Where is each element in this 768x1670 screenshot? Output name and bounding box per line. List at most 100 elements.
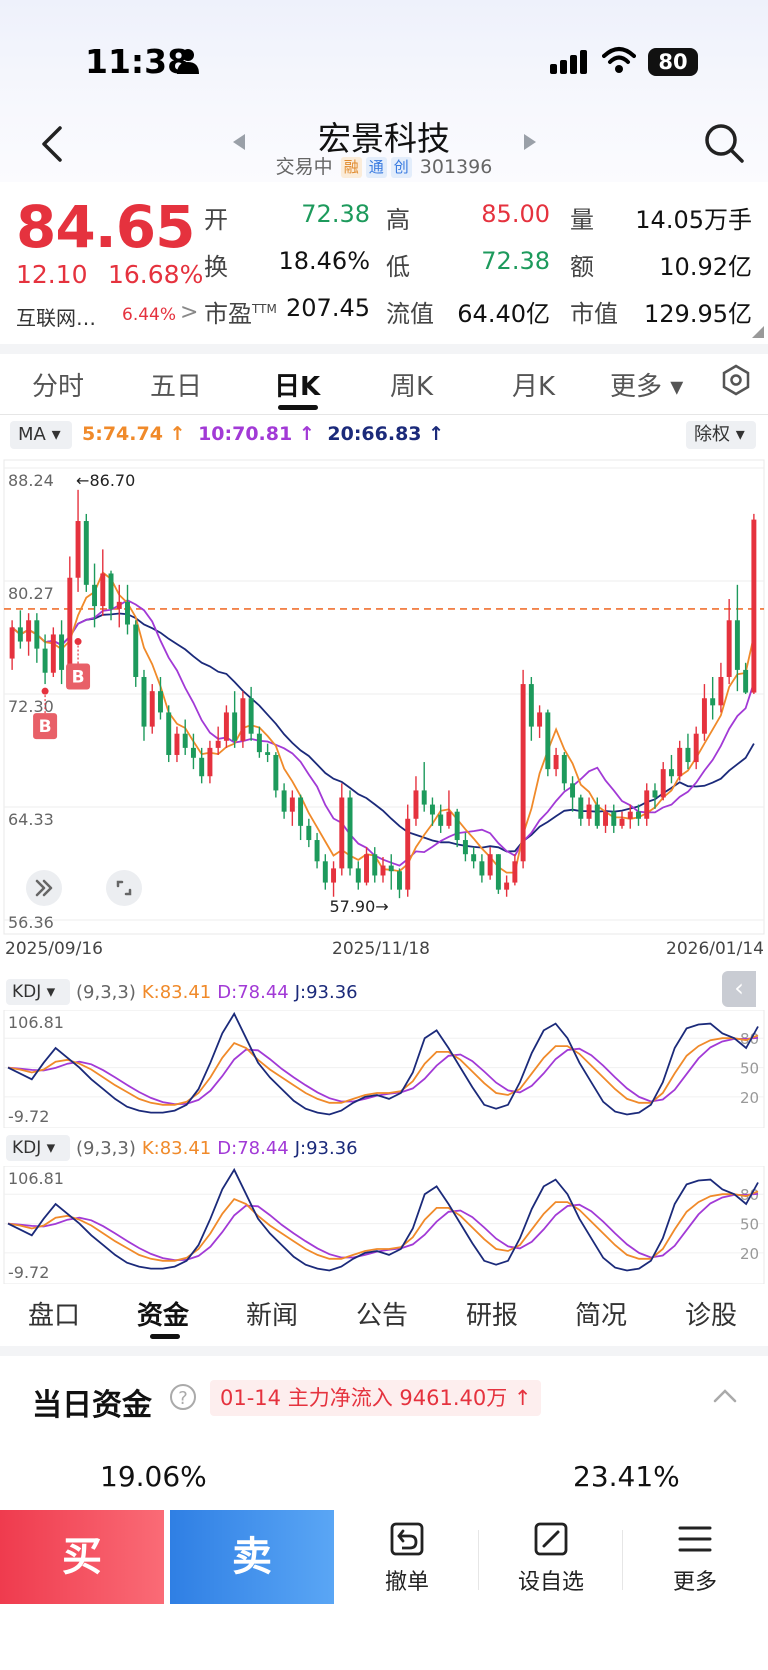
period-tab[interactable]: 分时: [32, 372, 85, 402]
fund-stat-left: 19.06%: [100, 1460, 207, 1493]
kdj-k-line: [7, 1190, 759, 1262]
period-tab[interactable]: 更多 ▾: [610, 372, 684, 402]
candle-body: [17, 627, 23, 642]
expand-corner-icon[interactable]: [752, 326, 764, 338]
ma10-value: 10:70.81 ↑: [198, 423, 315, 445]
kdj-j-line: [7, 1011, 759, 1116]
edit-icon: [534, 1522, 568, 1556]
next-stock-arrow-icon[interactable]: [522, 132, 538, 152]
detail-tab[interactable]: 研报: [466, 1301, 519, 1331]
active-tab-indicator: [150, 1334, 180, 1339]
candle-body: [116, 601, 122, 609]
sector-name[interactable]: 互联网…: [16, 306, 96, 330]
candle-body: [743, 669, 749, 693]
detail-tab[interactable]: 资金: [137, 1301, 190, 1331]
quote-label-text: 流值: [386, 300, 434, 328]
kdj-y-top: 106.81: [8, 1169, 64, 1188]
sell-button[interactable]: 卖: [170, 1510, 334, 1604]
candle-body: [281, 790, 287, 812]
kdj-frame: [3, 1166, 765, 1284]
candle-body: [495, 854, 501, 890]
candle-body: [199, 757, 205, 777]
period-tab[interactable]: 五日: [150, 372, 203, 402]
search-icon[interactable]: [703, 122, 745, 164]
back-button[interactable]: [36, 124, 70, 164]
chevron-up-icon[interactable]: [712, 1388, 738, 1404]
ma20-value: 20:66.83 ↑: [327, 423, 445, 445]
kdj-indicator-select[interactable]: KDJ ▾: [6, 1135, 70, 1161]
candle-body: [50, 634, 56, 673]
x-axis-label-start: 2025/09/16: [5, 939, 103, 959]
candle-body: [438, 814, 444, 826]
period-tab[interactable]: 月K: [512, 372, 556, 402]
buy-button[interactable]: 买: [0, 1510, 164, 1604]
stock-tag: 融: [340, 157, 362, 178]
prev-stock-arrow-icon[interactable]: [231, 132, 247, 152]
more-button[interactable]: 更多: [623, 1520, 767, 1596]
candle-body: [133, 624, 139, 677]
ma-indicator-select[interactable]: MA ▾: [10, 421, 72, 449]
expand-chart-button[interactable]: [26, 870, 62, 906]
detail-tab[interactable]: 简况: [575, 1301, 628, 1331]
detail-tab[interactable]: 盘口: [28, 1301, 81, 1331]
kdj-k-value: K:83.41: [141, 1138, 212, 1159]
chart-settings-icon[interactable]: [720, 364, 752, 396]
candle-body: [710, 698, 716, 706]
buy-signal-label: B: [39, 717, 52, 737]
candle-body: [347, 797, 353, 869]
add-watchlist-label: 设自选: [517, 1570, 584, 1595]
period-tab[interactable]: 周K: [390, 372, 434, 402]
kdj-values: (9,3,3) K:83.41 D:78.44 J:93.36: [76, 982, 358, 1003]
candle-body: [273, 754, 279, 791]
candle-body: [331, 868, 337, 883]
candle-body: [701, 698, 707, 734]
status-time: 11:38: [85, 42, 191, 81]
candle-body: [677, 747, 683, 777]
kdj-indicator-select[interactable]: KDJ ▾: [6, 979, 70, 1005]
quote-label-text: 换: [204, 253, 228, 281]
candle-body: [553, 754, 559, 770]
y-axis-label: 80.27: [8, 584, 54, 603]
stock-tags: 融通创: [339, 156, 414, 178]
collapse-panel-tab[interactable]: ‹: [722, 971, 756, 1007]
trade-status: 交易中: [275, 156, 333, 178]
price-adjust-select[interactable]: 除权 ▾: [686, 421, 756, 449]
add-watchlist-button[interactable]: 设自选: [479, 1520, 623, 1596]
buy-signal-marker[interactable]: [33, 713, 58, 740]
candle-body: [693, 733, 699, 763]
cancel-order-button[interactable]: 撤单: [335, 1520, 479, 1596]
quote-value: 14.05万手: [635, 206, 752, 234]
buy-signal-marker[interactable]: [66, 663, 91, 690]
battery-indicator: 80: [648, 48, 698, 76]
candlestick-chart[interactable]: 88.24 80.27 72.30 64.33 56.36 ←86.70 57.90→ B B: [0, 458, 768, 938]
quote-value: 64.40亿: [457, 300, 550, 328]
quote-label-text: 额: [570, 253, 594, 281]
fullscreen-button[interactable]: [106, 870, 142, 906]
candle-body: [644, 790, 650, 819]
candle-body: [570, 783, 576, 798]
candle-body: [528, 684, 534, 727]
x-axis-label-end: 2026/01/14: [666, 939, 764, 959]
detail-tab[interactable]: 新闻: [246, 1301, 299, 1331]
kdj-y-bottom: -9.72: [8, 1107, 49, 1126]
sector-chevron-icon[interactable]: >: [180, 300, 199, 325]
period-tab[interactable]: 日K: [274, 372, 321, 402]
kdj-y-top: 106.81: [8, 1013, 64, 1032]
sector-change-pct[interactable]: 6.44%: [122, 305, 177, 325]
kdj-params: (9,3,3): [76, 1138, 136, 1159]
quote-value: 129.95亿: [644, 300, 752, 328]
detail-tab[interactable]: 诊股: [685, 1301, 738, 1331]
help-icon[interactable]: ?: [170, 1384, 196, 1410]
detail-tab[interactable]: 公告: [356, 1301, 409, 1331]
candle-body: [248, 698, 254, 734]
status-bar: [0, 0, 768, 110]
candle-body: [603, 811, 608, 826]
fullscreen-icon: [116, 880, 132, 896]
candle-body: [75, 521, 81, 578]
candle-body: [59, 634, 65, 670]
last-price: 84.65: [16, 193, 195, 261]
kdj-frame: [3, 1010, 765, 1128]
candle-body: [512, 861, 518, 883]
